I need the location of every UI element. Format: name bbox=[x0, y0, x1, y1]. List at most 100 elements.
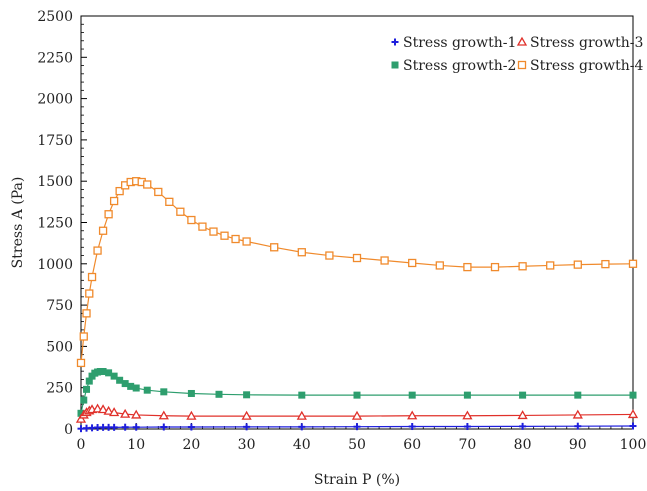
series-1-point bbox=[160, 423, 168, 431]
series-4-point bbox=[573, 260, 582, 269]
series-layer bbox=[75, 177, 639, 433]
series-3 bbox=[75, 403, 639, 423]
legend-marker-2 bbox=[391, 61, 399, 69]
series-3-point bbox=[407, 410, 418, 420]
x-tick-label: 20 bbox=[182, 437, 200, 453]
series-4-point bbox=[82, 309, 91, 318]
series-1-point bbox=[463, 423, 471, 431]
series-4-point bbox=[463, 262, 472, 272]
y-tick-label: 0 bbox=[64, 422, 73, 438]
series-4-point bbox=[270, 243, 279, 252]
plot-border bbox=[80, 15, 634, 430]
series-2-point bbox=[105, 369, 113, 377]
series-2-point bbox=[80, 396, 88, 404]
series-3-point bbox=[97, 404, 109, 414]
series-4-point bbox=[518, 262, 527, 271]
series-1-point bbox=[110, 423, 118, 431]
legend-item-2: Stress growth-2 bbox=[391, 58, 516, 74]
series-2-point bbox=[116, 376, 124, 384]
y-tick-label: 250 bbox=[46, 381, 73, 397]
series-4-point bbox=[408, 258, 417, 268]
series-3-point bbox=[186, 410, 197, 420]
series-2-point bbox=[463, 391, 471, 399]
series-2-point bbox=[143, 386, 151, 394]
legend-item-1: Stress growth-1 bbox=[391, 35, 516, 51]
series-1-point bbox=[132, 423, 140, 431]
series-3-point bbox=[120, 408, 131, 418]
series-4-point bbox=[154, 187, 163, 197]
series-2-point bbox=[353, 391, 361, 399]
series-2-point bbox=[127, 382, 135, 390]
series-2 bbox=[77, 368, 637, 417]
x-tick-label: 80 bbox=[514, 437, 532, 453]
series-4-point bbox=[546, 261, 555, 270]
x-axis-title: Strain P (%) bbox=[314, 472, 400, 488]
series-1-point bbox=[298, 423, 306, 431]
x-axis: 0 10 20 30 40 50 60 70 80 90 100 bbox=[77, 423, 647, 453]
series-2-point bbox=[121, 380, 129, 388]
series-1 bbox=[77, 422, 637, 433]
series-4 bbox=[76, 177, 638, 368]
legend-item-4: Stress growth-4 bbox=[517, 58, 643, 74]
y-tick-label: 1250 bbox=[37, 216, 73, 232]
series-2-point bbox=[574, 391, 582, 399]
series-2-point bbox=[408, 391, 416, 399]
series-4-point bbox=[231, 234, 240, 244]
series-3-point bbox=[517, 410, 528, 420]
series-2-point bbox=[243, 391, 251, 399]
series-2-point bbox=[85, 377, 93, 385]
series-2-point bbox=[215, 390, 223, 398]
series-3-point bbox=[351, 410, 363, 420]
x-tick-label: 30 bbox=[238, 437, 256, 453]
series-3-point bbox=[627, 409, 639, 419]
series-1-point bbox=[519, 422, 527, 430]
series-3-point bbox=[158, 410, 169, 420]
series-4-point bbox=[104, 210, 113, 219]
series-4-point bbox=[98, 226, 108, 235]
series-4-point bbox=[87, 272, 97, 282]
series-4-point bbox=[187, 215, 196, 225]
series-2-point bbox=[77, 409, 85, 417]
series-4-point bbox=[220, 231, 229, 240]
series-2-point bbox=[160, 388, 168, 396]
x-tick-label: 0 bbox=[77, 437, 86, 453]
y-tick-label: 1750 bbox=[37, 133, 73, 149]
series-1-point bbox=[243, 423, 251, 431]
y-tick-label: 1500 bbox=[37, 174, 73, 190]
legend-marker-3 bbox=[516, 36, 528, 46]
series-2-point bbox=[132, 384, 140, 392]
series-4-point bbox=[380, 256, 389, 265]
series-4-point bbox=[76, 358, 86, 368]
legend: Stress growth-1 Stress growth-2 Stress gro… bbox=[391, 35, 643, 74]
series-4-point bbox=[352, 253, 362, 263]
series-1-point bbox=[408, 423, 416, 431]
series-1-point bbox=[574, 422, 582, 430]
series-3-point bbox=[296, 410, 307, 420]
series-3-point bbox=[131, 409, 142, 419]
legend-label-3: Stress growth-3 bbox=[530, 35, 643, 51]
series-4-point bbox=[143, 180, 152, 189]
y-tick-label: 2250 bbox=[37, 50, 73, 66]
series-1-point bbox=[121, 423, 129, 431]
x-tick-label: 90 bbox=[569, 437, 587, 453]
series-4-point bbox=[601, 259, 610, 269]
x-tick-label: 10 bbox=[127, 437, 145, 453]
series-4-point bbox=[490, 262, 500, 272]
series-3-point bbox=[572, 409, 583, 419]
series-4-point bbox=[115, 186, 124, 196]
y-axis-title: Stress A (Pa) bbox=[10, 177, 26, 269]
x-tick-label: 50 bbox=[348, 437, 366, 453]
series-3-point bbox=[92, 403, 103, 413]
x-tick-label: 100 bbox=[620, 437, 647, 453]
series-2-point bbox=[519, 391, 527, 399]
series-4-point bbox=[242, 237, 251, 246]
series-3-point bbox=[462, 410, 473, 420]
series-3-point bbox=[241, 410, 252, 420]
x-tick-label: 40 bbox=[293, 437, 311, 453]
series-4-point bbox=[325, 251, 334, 260]
y-tick-label: 750 bbox=[46, 298, 73, 314]
series-4-point bbox=[85, 289, 94, 298]
series-2-point bbox=[298, 391, 306, 399]
legend-label-4: Stress growth-4 bbox=[530, 58, 643, 74]
series-4-point bbox=[435, 261, 444, 270]
